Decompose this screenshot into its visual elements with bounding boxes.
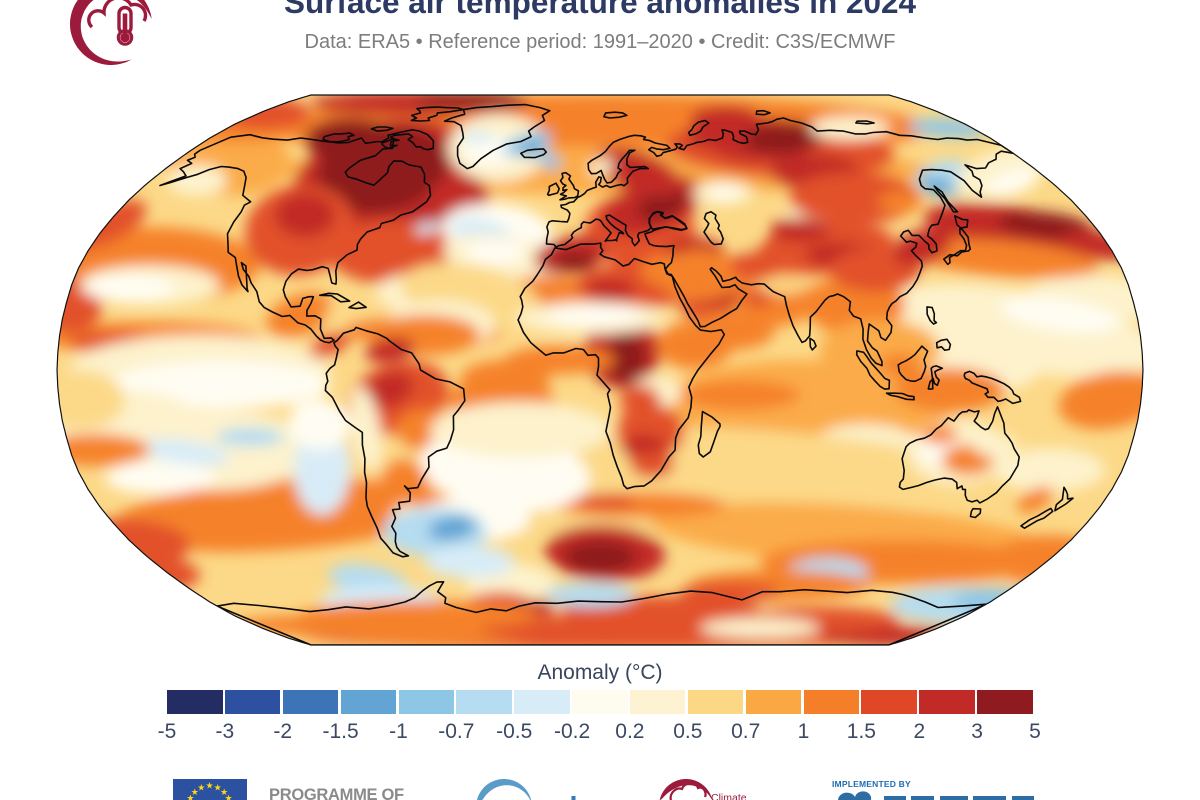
svg-text:★: ★ [220, 787, 228, 797]
svg-text:★: ★ [191, 787, 199, 797]
svg-text:★: ★ [197, 783, 205, 793]
svg-text:★: ★ [205, 781, 213, 791]
svg-text:★: ★ [225, 793, 233, 800]
svg-text:★: ★ [214, 783, 222, 793]
svg-text:★: ★ [186, 793, 194, 800]
